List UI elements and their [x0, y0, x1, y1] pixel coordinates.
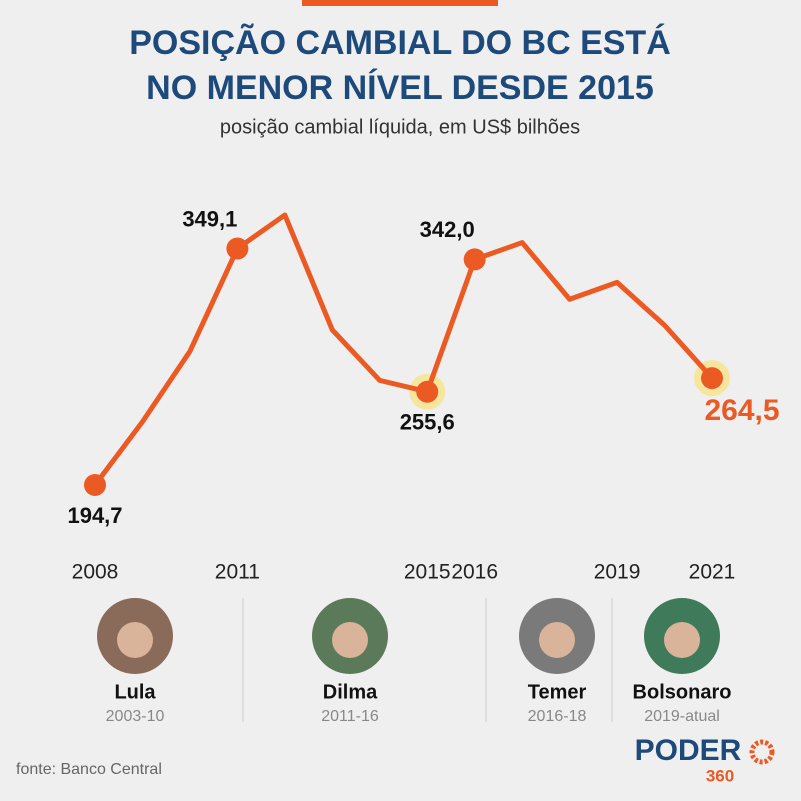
point	[226, 237, 249, 260]
value-label: 255,6	[400, 410, 455, 435]
x-tick-label: 2016	[451, 561, 498, 584]
chart-title: NO MENOR NÍVEL DESDE 2015	[146, 69, 654, 107]
chart-subtitle: posição cambial líquida, em US$ bilhões	[220, 116, 580, 138]
president-term: 2016-18	[528, 708, 587, 725]
value-label: 264,5	[704, 394, 779, 427]
x-tick-label: 2015	[404, 561, 451, 584]
x-tick-label: 2019	[594, 561, 641, 584]
president-term: 2003-10	[106, 708, 165, 725]
photo-face	[117, 622, 153, 658]
source: fonte: Banco Central	[16, 761, 162, 778]
point	[463, 248, 486, 271]
photo-face	[332, 622, 368, 658]
value-label: 349,1	[182, 206, 237, 231]
point	[701, 367, 723, 390]
value-label: 342,0	[420, 217, 475, 242]
president-term: 2011-16	[321, 708, 379, 725]
x-tick-label: 2011	[215, 561, 260, 584]
value-label: 194,7	[67, 503, 122, 528]
logo: PODER	[635, 734, 742, 767]
photo-face	[664, 622, 700, 658]
president-name: Temer	[528, 681, 587, 703]
top-bar	[302, 0, 498, 6]
president-term: 2019-atual	[644, 708, 720, 725]
x-tick-label: 2008	[72, 561, 119, 584]
logo-sun	[749, 739, 775, 765]
president-name: Lula	[114, 681, 156, 703]
separators	[242, 598, 613, 722]
point	[84, 474, 106, 496]
logo: 360	[706, 766, 734, 785]
president-name: Bolsonaro	[633, 681, 732, 703]
president-name: Dilma	[323, 681, 378, 703]
x-tick-label: 2021	[689, 561, 736, 584]
photo-face	[539, 622, 575, 658]
chart-title: POSIÇÃO CAMBIAL DO BC ESTÁ	[129, 24, 671, 62]
point	[416, 380, 439, 403]
line	[93, 212, 714, 487]
